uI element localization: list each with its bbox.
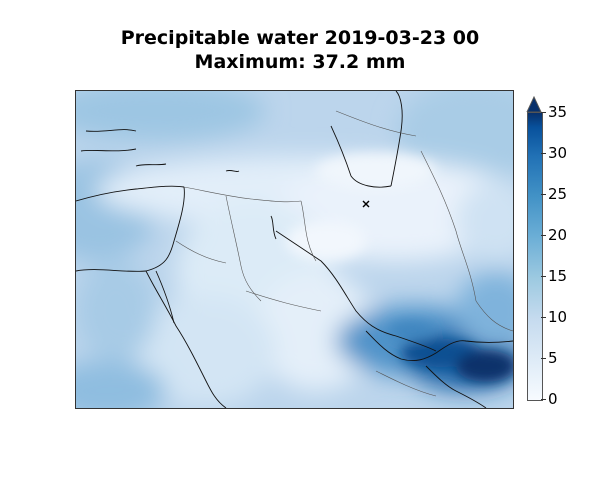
coastlines: [76, 91, 513, 408]
border-caucasus: [335, 110, 417, 137]
border-pakistan: [475, 300, 513, 332]
colorbar-label-15: 15: [548, 267, 568, 285]
precipitable-water-map: [76, 91, 513, 408]
coast-caspian-west: [330, 125, 392, 188]
lake-van: [225, 169, 240, 173]
colorbar-label-10: 10: [548, 308, 568, 326]
coast-gulf-north: [275, 230, 437, 352]
coast-red-sea-east: [145, 270, 227, 408]
colorbar-tick: [541, 399, 546, 400]
colorbar-label-30: 30: [548, 144, 568, 162]
colorbar-label-0: 0: [548, 390, 558, 408]
colorbar-tick: [541, 153, 546, 154]
field-shading: [76, 91, 513, 408]
colorbar-tick: [541, 194, 546, 195]
colorbar-label-5: 5: [548, 349, 558, 367]
coast-turkey-south: [76, 185, 185, 202]
coast-caspian-east: [390, 91, 403, 187]
maximum-marker: [362, 200, 370, 208]
coast-oman: [425, 365, 487, 408]
map-panel: [75, 90, 514, 409]
colorbar-tick: [541, 276, 546, 277]
border-jordan: [175, 240, 227, 264]
coast-makran: [435, 340, 513, 354]
border-syria-iraq: [225, 195, 262, 302]
country-borders: [175, 110, 513, 397]
border-iran-afghanistan: [420, 150, 477, 302]
coast-cyprus: [135, 163, 167, 167]
colorbar-label-20: 20: [548, 226, 568, 244]
colorbar-tick: [541, 317, 546, 318]
border-saudi-iraq: [245, 290, 322, 312]
map-title: Precipitable water 2019-03-23 00: [120, 27, 480, 49]
border-iran-iraq: [300, 200, 317, 262]
colorbar: [527, 112, 543, 401]
border-turkey-syria: [183, 186, 302, 203]
map-subtitle: Maximum: 37.2 mm: [194, 51, 406, 73]
coast-aegean: [80, 129, 137, 152]
colorbar-label-25: 25: [548, 185, 568, 203]
lake-urmia: [270, 215, 277, 240]
border-saudi-oman: [375, 370, 437, 397]
colorbar-extend-arrow: [526, 96, 542, 112]
colorbar-tick: [541, 235, 546, 236]
coast-levant: [76, 186, 185, 272]
coast-gulf-south: [365, 330, 437, 362]
colorbar-label-35: 35: [548, 103, 568, 121]
coast-suez: [155, 270, 175, 324]
colorbar-tick: [541, 358, 546, 359]
colorbar-tick: [541, 112, 546, 113]
